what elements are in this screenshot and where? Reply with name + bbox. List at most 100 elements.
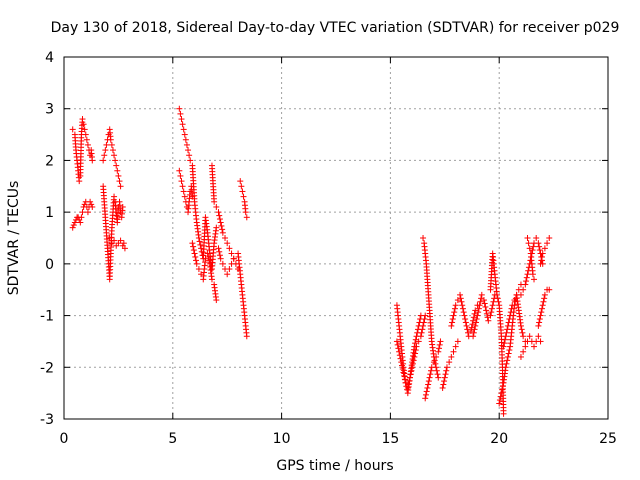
data-point [230,255,237,262]
data-point [401,372,408,379]
data-point [243,214,250,221]
data-point [541,245,548,252]
data-point [213,297,220,304]
data-point [79,209,86,216]
data-point [536,316,543,323]
data-point [177,110,184,117]
data-point [186,152,193,159]
data-point [206,257,213,264]
data-point [70,222,77,229]
data-point [448,322,455,329]
data-point [474,312,481,319]
data-point [450,348,457,355]
data-point [240,193,247,200]
data-point [537,338,544,345]
data-point [433,353,440,360]
data-point [89,203,96,210]
data-point [228,250,235,257]
data-point [108,141,115,148]
data-point [483,310,490,317]
data-point [531,343,538,350]
data-point [71,219,78,226]
data-point [526,245,533,252]
data-point [238,183,245,190]
data-point [213,203,220,210]
data-point [187,157,194,164]
data-point [106,235,113,241]
data-point [216,248,223,255]
data-point [499,386,506,393]
data-point [193,257,200,264]
data-point [537,312,544,319]
x-tick-label: 20 [490,431,508,447]
data-point [192,253,199,260]
data-point [541,295,548,302]
data-point [422,312,429,319]
data-point [399,362,406,369]
data-point [422,391,429,398]
data-point [216,252,223,259]
data-point [449,319,456,326]
data-point [525,240,532,247]
data-point [109,147,116,154]
data-point [535,333,542,340]
data-point [458,298,465,305]
x-tick-label: 15 [381,431,399,447]
data-point [224,240,231,247]
data-point [457,291,464,298]
data-point [541,291,548,298]
x-tick-label: 25 [599,431,617,447]
data-point [507,312,514,319]
data-point [412,347,419,354]
data-point [226,266,233,273]
data-point [475,305,482,312]
data-point [505,350,512,357]
data-point [208,276,215,283]
data-point [119,203,126,210]
data-point [409,364,416,371]
data-point [189,240,196,247]
data-point [464,326,471,333]
data-point [520,286,527,293]
data-point [417,333,424,340]
data-point [112,157,119,164]
data-point [523,278,530,285]
data-point [433,367,440,374]
data-point [88,201,95,208]
data-point [503,360,510,367]
data-point [400,369,407,376]
data-point [116,178,123,185]
data-point [179,121,186,128]
data-point [436,341,443,348]
data-point [211,198,218,205]
data-point [499,383,506,390]
data-point [117,237,124,244]
data-point [178,178,185,185]
y-tick-label: 1 [45,205,54,221]
data-point [178,116,185,123]
data-point [439,384,446,391]
data-point [536,247,543,254]
data-point [239,188,246,195]
data-point [89,157,96,164]
data-point [102,147,109,154]
data-point [111,237,118,244]
x-tick-label: 5 [168,431,177,447]
data-point [450,312,457,319]
y-axis-label: SDTVAR / TECUs [6,181,22,296]
data-point [424,384,431,391]
x-tick-label: 10 [273,431,291,447]
data-point [457,295,464,302]
y-tick-label: -2 [40,360,54,376]
data-point [81,126,88,133]
data-point [442,371,449,378]
data-point [503,329,510,336]
data-point [191,250,198,257]
data-point [482,303,489,310]
data-point [103,141,110,148]
data-point [413,343,420,350]
data-point [182,136,189,143]
data-point [181,193,188,200]
data-point [504,326,511,333]
